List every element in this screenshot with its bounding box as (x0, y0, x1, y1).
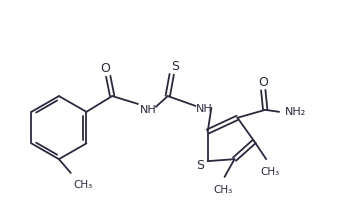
Text: CH₃: CH₃ (213, 185, 232, 195)
Text: S: S (196, 159, 204, 172)
Text: NH: NH (139, 105, 156, 115)
Text: O: O (258, 76, 268, 89)
Text: NH₂: NH₂ (285, 107, 306, 117)
Text: NH: NH (196, 104, 213, 114)
Text: CH₃: CH₃ (74, 180, 93, 190)
Text: CH₃: CH₃ (261, 167, 280, 177)
Text: S: S (171, 60, 179, 73)
Text: O: O (100, 62, 110, 75)
